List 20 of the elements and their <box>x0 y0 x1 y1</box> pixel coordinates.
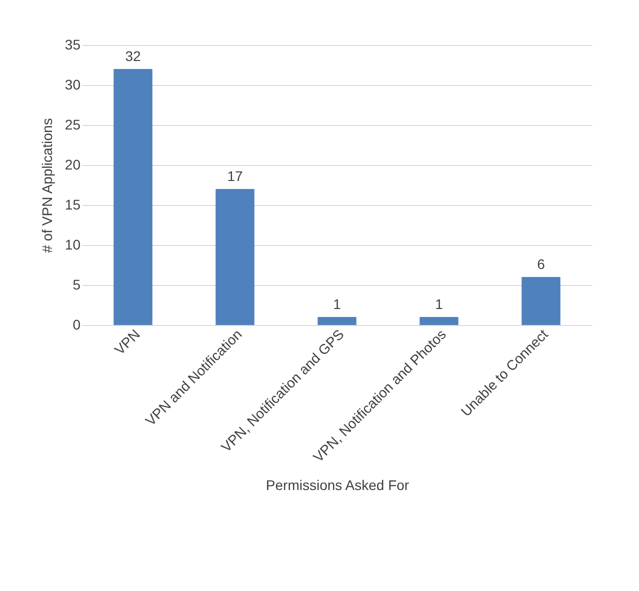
y-tick-label: 25 <box>64 116 81 132</box>
bar <box>216 189 254 325</box>
data-label: 1 <box>333 296 342 312</box>
y-tick-label: 15 <box>64 196 81 212</box>
data-label: 6 <box>537 256 546 272</box>
y-tick-label: 20 <box>64 156 81 172</box>
data-label: 17 <box>227 168 243 184</box>
x-axis-title: Permissions Asked For <box>266 477 410 494</box>
bar <box>420 317 458 325</box>
bar <box>318 317 356 325</box>
bar <box>114 69 152 325</box>
y-tick-label: 5 <box>72 276 81 292</box>
bar <box>522 277 560 325</box>
data-label: 1 <box>435 296 444 312</box>
y-tick-label: 10 <box>64 236 81 252</box>
y-tick-label: 30 <box>64 76 81 92</box>
y-tick-label: 35 <box>64 36 81 52</box>
y-tick-label: 0 <box>72 316 81 332</box>
y-axis-title: # of VPN Applications <box>38 118 55 253</box>
data-label: 32 <box>125 48 141 64</box>
